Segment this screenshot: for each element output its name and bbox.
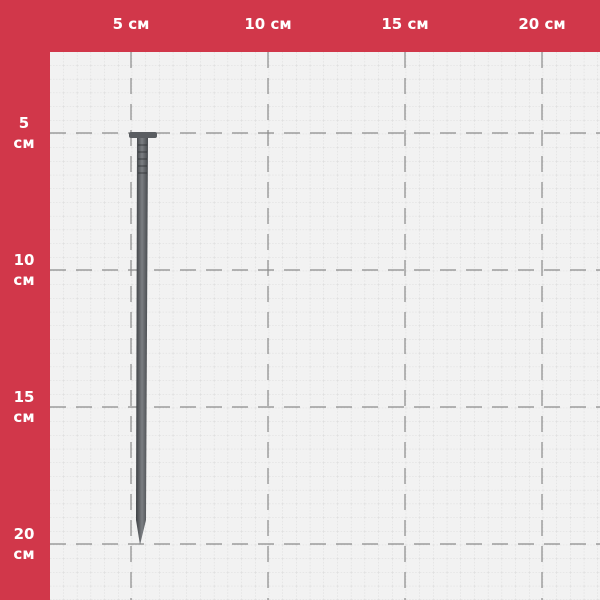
- left-scale-label: 10 см: [0, 250, 48, 290]
- top-scale-label: 15 см: [381, 15, 429, 33]
- nail-head: [129, 132, 157, 138]
- top-scale-label: 5 см: [112, 15, 150, 33]
- scale-number: 10: [13, 251, 35, 269]
- scale-unit: см: [13, 134, 35, 152]
- nail-shank: [136, 137, 148, 545]
- scale-number: 20: [13, 525, 35, 543]
- scale-number: 5: [18, 114, 30, 132]
- top-scale-label: 20 см: [518, 15, 566, 33]
- left-scale-label: 5 см: [0, 113, 48, 153]
- left-scale-label: 20 см: [0, 524, 48, 564]
- scale-unit: см: [13, 545, 35, 563]
- top-scale-label: 10 см: [244, 15, 292, 33]
- scale-number: 15: [13, 388, 35, 406]
- left-scale-label: 15 см: [0, 387, 48, 427]
- scale-unit: см: [13, 408, 35, 426]
- nail: [129, 132, 157, 545]
- scale-unit: см: [13, 271, 35, 289]
